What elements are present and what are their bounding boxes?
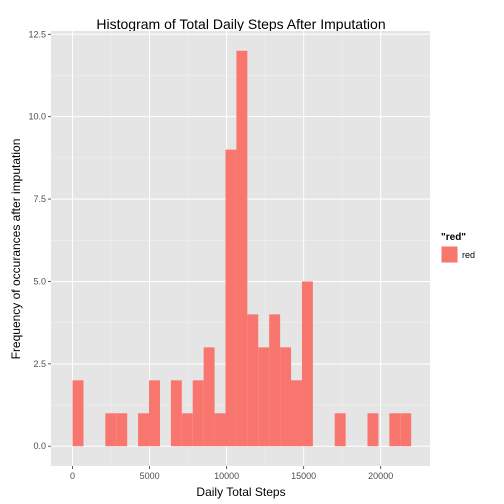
histogram-bar [215, 413, 226, 446]
histogram-bar [280, 347, 291, 446]
histogram-bar [302, 281, 313, 446]
histogram-bar [193, 380, 204, 446]
legend-title: "red" [441, 232, 466, 243]
y-axis-ticks: 0.0 2.5 5.0 7.5 10.0 12.5 [28, 29, 51, 451]
x-axis-title: Daily Total Steps [196, 485, 285, 499]
y-tick-label: 2.5 [33, 359, 46, 369]
histogram-bar [389, 413, 400, 446]
histogram-bar [73, 380, 84, 446]
x-tick-label: 15000 [291, 471, 316, 481]
y-tick-label: 5.0 [33, 276, 46, 286]
legend: "red" red [441, 232, 475, 263]
histogram-bar [116, 413, 127, 446]
histogram-bar [105, 413, 116, 446]
histogram-bar [182, 413, 193, 446]
x-axis-ticks: 0 5000 10000 15000 20000 [70, 466, 393, 481]
y-tick-label: 10.0 [28, 112, 46, 122]
x-tick-label: 0 [70, 471, 75, 481]
x-tick-label: 10000 [214, 471, 239, 481]
histogram-bar [367, 413, 378, 446]
histogram-bar [204, 347, 215, 446]
histogram-bar [291, 380, 302, 446]
histogram-bar [400, 413, 411, 446]
histogram-bar [258, 347, 269, 446]
histogram-bar [269, 314, 280, 446]
y-tick-label: 12.5 [28, 29, 46, 39]
histogram-bar [247, 314, 258, 446]
y-tick-label: 7.5 [33, 194, 46, 204]
legend-key-swatch [442, 247, 458, 263]
histogram-bar [149, 380, 160, 446]
histogram-bar [335, 413, 346, 446]
histogram-bar [236, 51, 247, 446]
y-tick-label: 0.0 [33, 441, 46, 451]
legend-label-red: red [462, 250, 475, 260]
chart-title: Histogram of Total Daily Steps After Imp… [96, 16, 385, 32]
x-tick-label: 5000 [140, 471, 160, 481]
histogram-bar [138, 413, 149, 446]
histogram-bar [171, 380, 182, 446]
x-tick-label: 20000 [368, 471, 393, 481]
y-axis-title: Frequency of occurances after imputation [9, 139, 23, 360]
histogram-bar [225, 150, 236, 447]
